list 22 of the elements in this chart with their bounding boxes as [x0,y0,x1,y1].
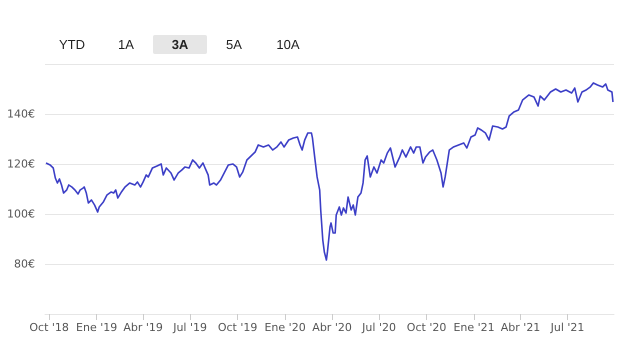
x-tick-label: Jul '21 [550,321,584,334]
text: YTD [58,36,86,54]
x-tick-label: Oct '18 [29,321,69,334]
x-tick-label: Abr '19 [123,321,163,334]
text: 10A [275,36,301,54]
x-tick-label: Jul '20 [361,321,396,334]
x-tick-label: Oct '19 [218,321,258,334]
text: 3A [153,35,207,54]
y-tick-label: 80€ [14,258,35,270]
y-tick-label: 120€ [7,158,35,170]
x-tick-label: Ene '19 [76,321,118,334]
x-tick-label: Ene '21 [453,321,495,334]
line-series [45,82,614,261]
x-tick-label: Abr '21 [500,321,540,334]
y-tick-label: 140€ [7,108,35,120]
x-tick-label: Jul '19 [172,321,207,334]
text: 5A [225,36,243,54]
y-tick-label: 100€ [7,208,35,220]
x-tick-label: Ene '20 [264,321,306,334]
text: 1A [117,36,135,54]
x-tick-label: Oct '20 [406,321,446,334]
x-tick-label: Abr '20 [312,321,352,334]
